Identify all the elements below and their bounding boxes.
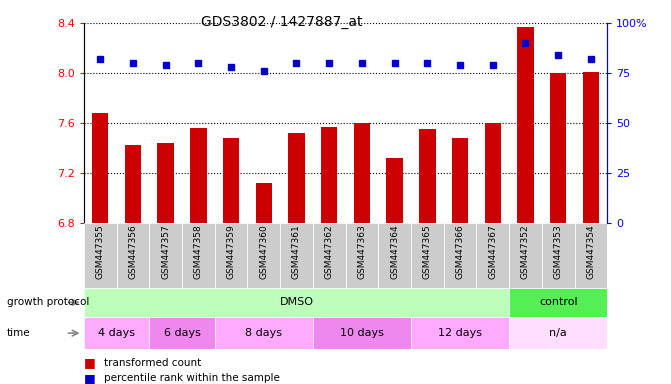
Text: n/a: n/a (550, 328, 567, 338)
Bar (84, 223, 117, 288)
Text: 4 days: 4 days (98, 328, 135, 338)
Bar (117, 223, 150, 288)
Bar (386, 158, 403, 223)
Bar (182, 223, 215, 288)
Text: transformed count: transformed count (104, 358, 201, 368)
Text: GSM447354: GSM447354 (586, 225, 595, 279)
Bar (476, 223, 509, 288)
Text: GSM447366: GSM447366 (456, 225, 464, 280)
Bar (313, 223, 346, 288)
Bar (346, 223, 378, 288)
Text: GSM447362: GSM447362 (325, 225, 333, 279)
Text: control: control (539, 297, 578, 308)
Bar (517, 27, 533, 223)
Bar (321, 127, 338, 223)
Text: 6 days: 6 days (164, 328, 201, 338)
Text: 12 days: 12 days (438, 328, 482, 338)
Bar (280, 223, 313, 288)
Bar (509, 223, 542, 288)
Text: GSM447352: GSM447352 (521, 225, 530, 279)
Text: GSM447358: GSM447358 (194, 225, 203, 280)
Bar (248, 223, 280, 288)
Bar (158, 143, 174, 223)
Text: GSM447363: GSM447363 (358, 225, 366, 280)
Bar (215, 317, 313, 349)
Bar (223, 138, 240, 223)
Bar (582, 72, 599, 223)
Bar (550, 73, 566, 223)
Bar (411, 317, 509, 349)
Text: time: time (7, 328, 30, 338)
Text: GDS3802 / 1427887_at: GDS3802 / 1427887_at (201, 15, 362, 29)
Bar (509, 317, 607, 349)
Text: GSM447360: GSM447360 (259, 225, 268, 280)
Bar (444, 223, 476, 288)
Text: GSM447356: GSM447356 (128, 225, 138, 280)
Bar (215, 223, 248, 288)
Text: GSM447367: GSM447367 (488, 225, 497, 280)
Bar (289, 133, 305, 223)
Bar (354, 123, 370, 223)
Bar (419, 129, 435, 223)
Text: ■: ■ (84, 356, 96, 369)
Text: 8 days: 8 days (246, 328, 282, 338)
Text: GSM447357: GSM447357 (161, 225, 170, 280)
Bar (378, 223, 411, 288)
Text: percentile rank within the sample: percentile rank within the sample (104, 373, 280, 383)
Bar (411, 223, 444, 288)
Bar (190, 128, 207, 223)
Text: DMSO: DMSO (280, 297, 313, 308)
Bar (256, 183, 272, 223)
Text: GSM447353: GSM447353 (554, 225, 563, 280)
Text: ■: ■ (84, 372, 96, 384)
Bar (509, 288, 607, 317)
Text: growth protocol: growth protocol (7, 297, 89, 307)
Bar (452, 138, 468, 223)
Text: GSM447364: GSM447364 (390, 225, 399, 279)
Bar (313, 317, 411, 349)
Text: GSM447365: GSM447365 (423, 225, 432, 280)
Text: GSM447355: GSM447355 (96, 225, 105, 280)
Bar (92, 113, 109, 223)
Bar (574, 223, 607, 288)
Text: 10 days: 10 days (340, 328, 384, 338)
Text: GSM447359: GSM447359 (227, 225, 236, 280)
Bar (84, 288, 509, 317)
Bar (542, 223, 574, 288)
Bar (150, 223, 182, 288)
Text: GSM447361: GSM447361 (292, 225, 301, 280)
Bar (125, 146, 141, 223)
Bar (84, 317, 150, 349)
Bar (150, 317, 215, 349)
Bar (484, 123, 501, 223)
